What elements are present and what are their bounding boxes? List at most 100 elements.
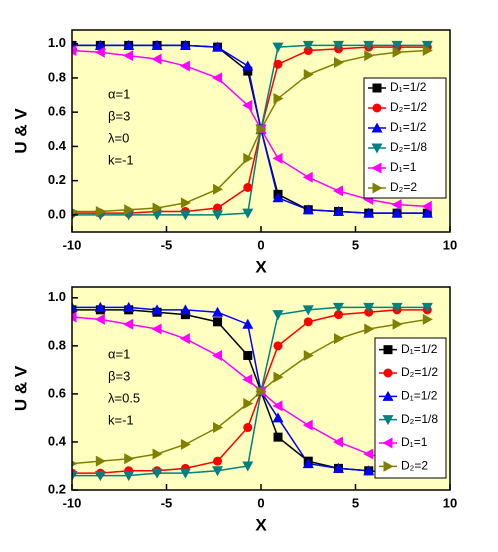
marker bbox=[333, 310, 343, 320]
y-tick-label: 0.4 bbox=[48, 138, 67, 153]
annotation: λ=0 bbox=[108, 130, 129, 145]
marker bbox=[123, 301, 135, 312]
legend-label: D₂=1/8 bbox=[401, 412, 438, 426]
marker bbox=[383, 368, 393, 378]
marker bbox=[302, 204, 314, 215]
marker bbox=[212, 306, 224, 317]
marker bbox=[243, 398, 254, 410]
marker bbox=[333, 57, 344, 69]
legend-box bbox=[374, 337, 447, 479]
y-tick-label: 0.6 bbox=[48, 104, 66, 119]
x-tick-label: 10 bbox=[443, 495, 457, 510]
marker bbox=[272, 310, 284, 321]
marker bbox=[124, 204, 135, 216]
marker bbox=[382, 415, 394, 426]
marker bbox=[272, 192, 284, 203]
marker bbox=[212, 72, 223, 84]
x-axis-label: X bbox=[255, 257, 267, 276]
marker bbox=[363, 465, 375, 476]
legend-label: D₂=2 bbox=[401, 459, 428, 473]
x-axis-label: X bbox=[255, 515, 267, 534]
marker bbox=[243, 152, 254, 164]
marker bbox=[243, 423, 253, 433]
annotation: k=-1 bbox=[108, 412, 134, 427]
marker bbox=[72, 460, 78, 467]
marker bbox=[242, 318, 254, 329]
marker bbox=[94, 301, 106, 312]
marker bbox=[363, 40, 375, 51]
marker bbox=[273, 59, 283, 69]
marker bbox=[333, 333, 344, 345]
marker bbox=[94, 313, 105, 325]
marker bbox=[123, 318, 134, 330]
legend-label: D₁=1/2 bbox=[401, 389, 438, 403]
marker bbox=[95, 205, 106, 217]
marker bbox=[212, 41, 224, 52]
annotation: β=3 bbox=[108, 368, 130, 383]
marker bbox=[72, 471, 78, 482]
marker bbox=[371, 122, 383, 133]
legend-label: D₁=1/2 bbox=[390, 80, 427, 94]
y-tick-label: 0.0 bbox=[48, 206, 66, 221]
marker bbox=[302, 171, 313, 183]
marker bbox=[372, 83, 382, 93]
marker bbox=[332, 302, 344, 313]
marker bbox=[272, 152, 283, 164]
marker bbox=[332, 462, 344, 473]
marker bbox=[152, 448, 163, 460]
marker bbox=[212, 349, 223, 361]
legend-label: D₁=1 bbox=[401, 435, 428, 449]
marker bbox=[273, 432, 283, 442]
marker bbox=[94, 471, 106, 482]
x-tick-label: 0 bbox=[257, 237, 264, 252]
marker bbox=[72, 45, 77, 57]
marker bbox=[151, 323, 162, 335]
y-tick-label: 0.8 bbox=[48, 337, 66, 352]
marker bbox=[421, 207, 433, 218]
marker bbox=[94, 46, 105, 58]
x-tick-label: 5 bbox=[352, 237, 359, 252]
marker bbox=[243, 66, 253, 76]
marker bbox=[151, 210, 163, 221]
x-tick-label: 5 bbox=[352, 495, 359, 510]
marker bbox=[151, 304, 163, 315]
marker bbox=[243, 350, 253, 360]
series-line bbox=[72, 44, 428, 216]
marker bbox=[72, 311, 77, 323]
marker bbox=[180, 197, 191, 209]
marker bbox=[332, 436, 343, 448]
marker bbox=[421, 200, 432, 212]
y-axis-label: U & V bbox=[11, 365, 30, 411]
marker bbox=[256, 123, 267, 135]
marker bbox=[302, 458, 314, 469]
marker bbox=[242, 208, 254, 219]
marker bbox=[151, 468, 163, 479]
marker bbox=[152, 202, 163, 214]
marker bbox=[180, 310, 190, 320]
marker bbox=[151, 53, 162, 65]
y-tick-label: 0.2 bbox=[48, 481, 66, 496]
marker bbox=[303, 349, 314, 361]
marker bbox=[332, 185, 343, 197]
series-line bbox=[72, 306, 428, 474]
marker bbox=[213, 456, 223, 466]
y-tick-label: 0.2 bbox=[48, 172, 66, 187]
marker bbox=[242, 373, 253, 385]
y-tick-label: 0.8 bbox=[48, 69, 66, 84]
marker bbox=[363, 448, 374, 460]
marker bbox=[363, 207, 375, 218]
marker bbox=[213, 317, 223, 327]
marker bbox=[391, 199, 402, 211]
marker bbox=[332, 40, 344, 51]
annotation: λ=0.5 bbox=[108, 390, 140, 405]
marker bbox=[124, 453, 135, 465]
legend-label: D₁=1/2 bbox=[390, 120, 427, 134]
x-tick-label: -5 bbox=[161, 495, 173, 510]
marker bbox=[151, 39, 163, 50]
marker bbox=[273, 371, 284, 383]
marker bbox=[421, 40, 433, 51]
marker bbox=[179, 60, 190, 72]
marker bbox=[123, 50, 134, 62]
marker bbox=[382, 390, 394, 401]
marker bbox=[371, 143, 383, 154]
